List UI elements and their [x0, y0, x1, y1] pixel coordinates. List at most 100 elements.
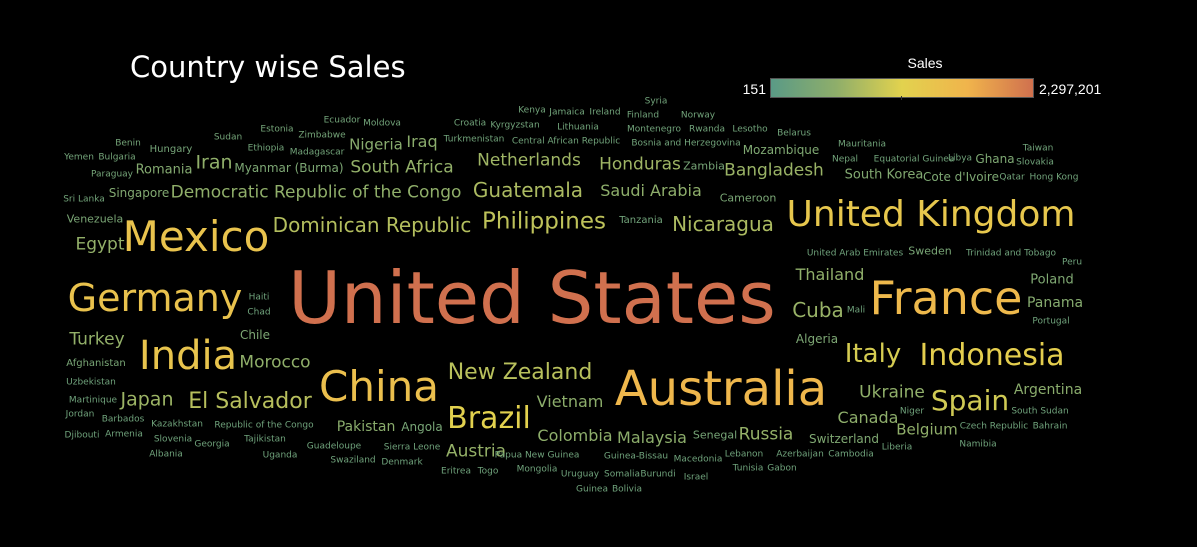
word-south-africa[interactable]: South Africa [350, 157, 454, 178]
word-qatar[interactable]: Qatar [999, 172, 1025, 183]
word-niger[interactable]: Niger [899, 406, 925, 417]
word-morocco[interactable]: Morocco [239, 352, 311, 373]
word-israel[interactable]: Israel [683, 472, 709, 483]
word-czech-republic[interactable]: Czech Republic [959, 421, 1029, 432]
word-jordan[interactable]: Jordan [65, 409, 95, 420]
word-armenia[interactable]: Armenia [105, 429, 143, 440]
word-benin[interactable]: Benin [115, 138, 141, 149]
word-iraq[interactable]: Iraq [406, 132, 438, 151]
word-syria[interactable]: Syria [644, 96, 668, 107]
word-namibia[interactable]: Namibia [959, 439, 997, 450]
word-belarus[interactable]: Belarus [777, 128, 811, 139]
word-democratic-republic-of-the-congo[interactable]: Democratic Republic of the Congo [170, 182, 462, 203]
word-algeria[interactable]: Algeria [795, 332, 839, 346]
word-lebanon[interactable]: Lebanon [724, 449, 764, 460]
word-ethiopia[interactable]: Ethiopia [247, 143, 285, 154]
word-romania[interactable]: Romania [135, 162, 193, 178]
word-australia[interactable]: Australia [614, 361, 828, 417]
word-sri-lanka[interactable]: Sri Lanka [63, 194, 105, 205]
word-jamaica[interactable]: Jamaica [549, 107, 585, 118]
word-malaysia[interactable]: Malaysia [617, 428, 687, 447]
word-spain[interactable]: Spain [930, 384, 1010, 417]
word-equatorial-guinea[interactable]: Equatorial Guinea [873, 154, 955, 165]
word-djibouti[interactable]: Djibouti [64, 430, 100, 441]
word-portugal[interactable]: Portugal [1032, 316, 1070, 327]
word-iran[interactable]: Iran [195, 151, 233, 174]
word-barbados[interactable]: Barbados [101, 414, 145, 425]
word-eritrea[interactable]: Eritrea [441, 466, 471, 477]
word-saudi-arabia[interactable]: Saudi Arabia [600, 181, 702, 200]
word-mexico[interactable]: Mexico [122, 212, 270, 261]
word-brazil[interactable]: Brazil [447, 401, 531, 436]
word-austria[interactable]: Austria [445, 441, 507, 462]
word-pakistan[interactable]: Pakistan [336, 419, 396, 435]
word-haiti[interactable]: Haiti [248, 292, 270, 303]
word-papua-new-guinea[interactable]: Papua New Guinea [494, 450, 580, 461]
word-hungary[interactable]: Hungary [149, 144, 193, 155]
word-bosnia-and-herzegovina[interactable]: Bosnia and Herzegovina [631, 138, 741, 149]
word-nicaragua[interactable]: Nicaragua [672, 212, 774, 236]
word-ireland[interactable]: Ireland [589, 107, 621, 118]
word-finland[interactable]: Finland [626, 110, 660, 121]
word-lesotho[interactable]: Lesotho [732, 124, 768, 135]
word-cameroon[interactable]: Cameroon [719, 191, 777, 205]
word-uganda[interactable]: Uganda [262, 450, 298, 461]
word-kazakhstan[interactable]: Kazakhstan [151, 419, 203, 430]
word-panama[interactable]: Panama [1026, 295, 1084, 311]
word-sweden[interactable]: Sweden [908, 244, 952, 258]
word-swaziland[interactable]: Swaziland [330, 455, 376, 466]
word-georgia[interactable]: Georgia [194, 439, 230, 450]
word-chad[interactable]: Chad [247, 307, 271, 318]
word-bolivia[interactable]: Bolivia [611, 484, 643, 495]
word-trinidad-and-tobago[interactable]: Trinidad and Tobago [965, 248, 1057, 259]
word-turkmenistan[interactable]: Turkmenistan [443, 134, 505, 145]
word-dominican-republic[interactable]: Dominican Republic [272, 213, 472, 237]
word-tunisia[interactable]: Tunisia [732, 463, 764, 474]
word-south-korea[interactable]: South Korea [844, 167, 924, 183]
word-mozambique[interactable]: Mozambique [742, 143, 820, 157]
word-togo[interactable]: Togo [477, 466, 499, 477]
word-somalia[interactable]: Somalia [603, 469, 641, 480]
word-central-african-republic[interactable]: Central African Republic [511, 136, 621, 147]
word-thailand[interactable]: Thailand [795, 265, 865, 284]
word-guadeloupe[interactable]: Guadeloupe [306, 441, 362, 452]
word-ecuador[interactable]: Ecuador [323, 115, 361, 126]
word-chile[interactable]: Chile [239, 328, 271, 342]
word-burundi[interactable]: Burundi [640, 469, 676, 480]
word-vietnam[interactable]: Vietnam [536, 392, 604, 411]
word-taiwan[interactable]: Taiwan [1022, 143, 1054, 154]
word-mauritania[interactable]: Mauritania [838, 139, 886, 150]
word-turkey[interactable]: Turkey [69, 329, 125, 350]
word-estonia[interactable]: Estonia [260, 124, 294, 135]
word-argentina[interactable]: Argentina [1013, 382, 1083, 398]
word-canada[interactable]: Canada [837, 408, 899, 427]
word-zambia[interactable]: Zambia [683, 159, 725, 173]
word-uruguay[interactable]: Uruguay [560, 469, 600, 480]
word-russia[interactable]: Russia [738, 424, 794, 445]
word-new-zealand[interactable]: New Zealand [447, 360, 593, 385]
word-india[interactable]: India [138, 333, 238, 379]
word-mali[interactable]: Mali [846, 305, 866, 316]
word-madagascar[interactable]: Madagascar [289, 147, 345, 158]
word-azerbaijan[interactable]: Azerbaijan [776, 449, 824, 460]
word-afghanistan[interactable]: Afghanistan [66, 358, 126, 369]
word-el-salvador[interactable]: El Salvador [188, 389, 312, 414]
word-nepal[interactable]: Nepal [832, 154, 858, 165]
word-germany[interactable]: Germany [67, 276, 243, 320]
word-liberia[interactable]: Liberia [881, 442, 913, 453]
word-nigeria[interactable]: Nigeria [349, 135, 403, 154]
word-poland[interactable]: Poland [1030, 272, 1074, 288]
word-china[interactable]: China [319, 362, 439, 411]
word-zimbabwe[interactable]: Zimbabwe [298, 130, 346, 141]
word-uzbekistan[interactable]: Uzbekistan [66, 377, 116, 388]
word-tanzania[interactable]: Tanzania [619, 215, 663, 226]
word-venezuela[interactable]: Venezuela [66, 212, 124, 226]
word-kenya[interactable]: Kenya [518, 105, 546, 116]
word-mongolia[interactable]: Mongolia [516, 464, 558, 475]
word-egypt[interactable]: Egypt [75, 234, 125, 255]
word-sudan[interactable]: Sudan [213, 132, 243, 143]
word-norway[interactable]: Norway [680, 110, 716, 121]
word-japan[interactable]: Japan [120, 388, 174, 411]
word-ukraine[interactable]: Ukraine [859, 382, 925, 403]
word-belgium[interactable]: Belgium [896, 420, 958, 439]
